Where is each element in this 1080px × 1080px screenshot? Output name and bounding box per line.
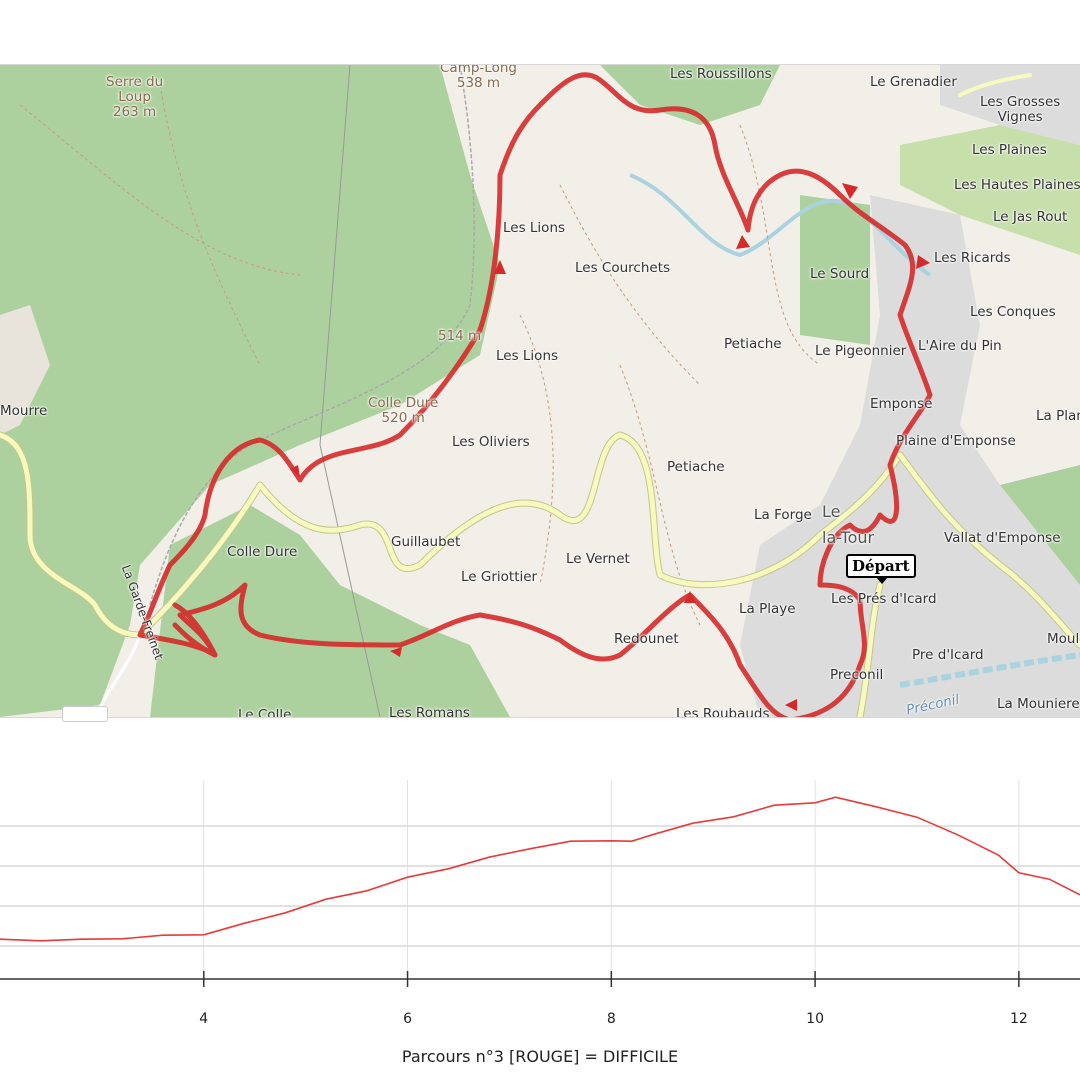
railway-line: [149, 65, 475, 606]
chart-caption: Parcours n°3 [ROUGE] = DIFFICILE: [401, 1047, 679, 1066]
place-label: Les Plaines: [972, 142, 1047, 158]
place-label: Les Courchets: [575, 260, 671, 276]
place-label: Le Grenadier: [870, 74, 957, 90]
place-label: Vallat d'Emponse: [944, 530, 1061, 546]
river: [629, 173, 932, 277]
x-tick-label: 4: [199, 1011, 209, 1027]
place-label: Le Vernet: [566, 551, 630, 567]
place-label: Colle Dure 520 m: [368, 395, 439, 426]
map-scale-control[interactable]: [62, 706, 108, 722]
place-label: Les Grosses Vignes: [980, 94, 1061, 125]
elevation-series-line: [0, 796, 1080, 942]
hiking-track: [137, 72, 933, 717]
power-line: [319, 65, 381, 717]
forest-area: [800, 195, 870, 345]
place-label: Les Hautes Plaines: [954, 177, 1080, 193]
place-label: Le Pigeonnier: [815, 343, 907, 359]
direction-arrow: [916, 255, 930, 269]
forest-area: [0, 305, 50, 435]
place-label: Les Lions: [496, 348, 559, 364]
place-label: Le Sourd: [810, 266, 870, 282]
place-label: 514 m: [438, 328, 482, 344]
place-label: Les Roussillons: [670, 66, 772, 82]
start-marker[interactable]: Départ: [846, 554, 916, 584]
river: [899, 652, 1080, 688]
direction-arrow: [494, 260, 506, 274]
place-label: Le Jas Rout: [993, 209, 1068, 225]
road: [958, 73, 1032, 97]
trail: [559, 184, 701, 386]
elevation-profile-chart: [0, 780, 1080, 987]
place-label: Le Colle: [238, 707, 292, 718]
place-label: Les Ricards: [934, 250, 1011, 266]
place-label: Plaine d'Emponse: [896, 433, 1016, 449]
road: [857, 582, 883, 717]
place-label: Moul: [1047, 631, 1080, 647]
x-tick-label: 10: [806, 1011, 825, 1027]
place-label: Serre du Loup 263 m: [106, 74, 164, 120]
direction-arrow: [684, 591, 696, 603]
gridlines-horizontal: [0, 825, 1080, 947]
place-label: Colle Dure: [227, 544, 298, 560]
place-label: L'Aire du Pin: [918, 338, 1002, 354]
place-label: Camp-Long 538 m: [440, 64, 517, 91]
place-label: Guillaubet: [391, 534, 461, 550]
map-view[interactable]: Serre du Loup 263 m Camp-Long 538 m Les …: [0, 64, 1080, 718]
place-label: Les Romans: [389, 705, 470, 718]
trail: [19, 104, 301, 276]
hiking-track: [172, 602, 218, 658]
road: [897, 452, 1080, 648]
x-tick-label: 8: [606, 1011, 616, 1027]
track-arrows: [290, 183, 930, 711]
place-label: Les Prés d'Icard: [831, 591, 937, 607]
direction-arrow: [842, 183, 858, 199]
forest-area: [900, 125, 1080, 255]
gridlines-vertical: [203, 780, 1020, 979]
place-label: La Forge: [754, 507, 812, 523]
trail: [739, 124, 821, 366]
place-label: Petiache: [667, 459, 725, 475]
x-tick-label: 12: [1009, 1011, 1028, 1027]
forest-area: [600, 65, 780, 125]
place-label: La Plan: [1036, 408, 1080, 424]
road: [0, 432, 903, 638]
urban-area: [940, 65, 1080, 145]
place-label: Preconil: [830, 667, 884, 683]
x-tick-label: 6: [403, 1011, 413, 1027]
trail: [519, 314, 554, 586]
forest-area: [0, 65, 500, 717]
place-label: Mourre: [0, 403, 48, 419]
place-label: Redounet: [614, 631, 679, 647]
direction-arrow: [390, 647, 402, 657]
x-axis-ticks: [203, 971, 1020, 987]
place-label: Les Oliviers: [452, 434, 530, 450]
place-label: Pre d'Icard: [912, 647, 984, 663]
direction-arrow: [290, 465, 300, 477]
place-label: Petiache: [724, 336, 782, 352]
forest-area: [150, 505, 510, 717]
place-label: La Playe: [739, 601, 796, 617]
place-label: Les Conques: [970, 304, 1056, 320]
place-label: Le la-Tour: [822, 502, 875, 547]
place-label: Emponse: [870, 396, 933, 412]
place-label: La Mouniere: [997, 696, 1080, 712]
place-label: Les Lions: [503, 220, 566, 236]
direction-arrow: [736, 235, 750, 249]
map-base: [0, 65, 1080, 717]
place-label: Le Griottier: [461, 569, 538, 585]
place-label: Les Roubauds: [676, 706, 770, 718]
direction-arrow: [785, 699, 797, 711]
